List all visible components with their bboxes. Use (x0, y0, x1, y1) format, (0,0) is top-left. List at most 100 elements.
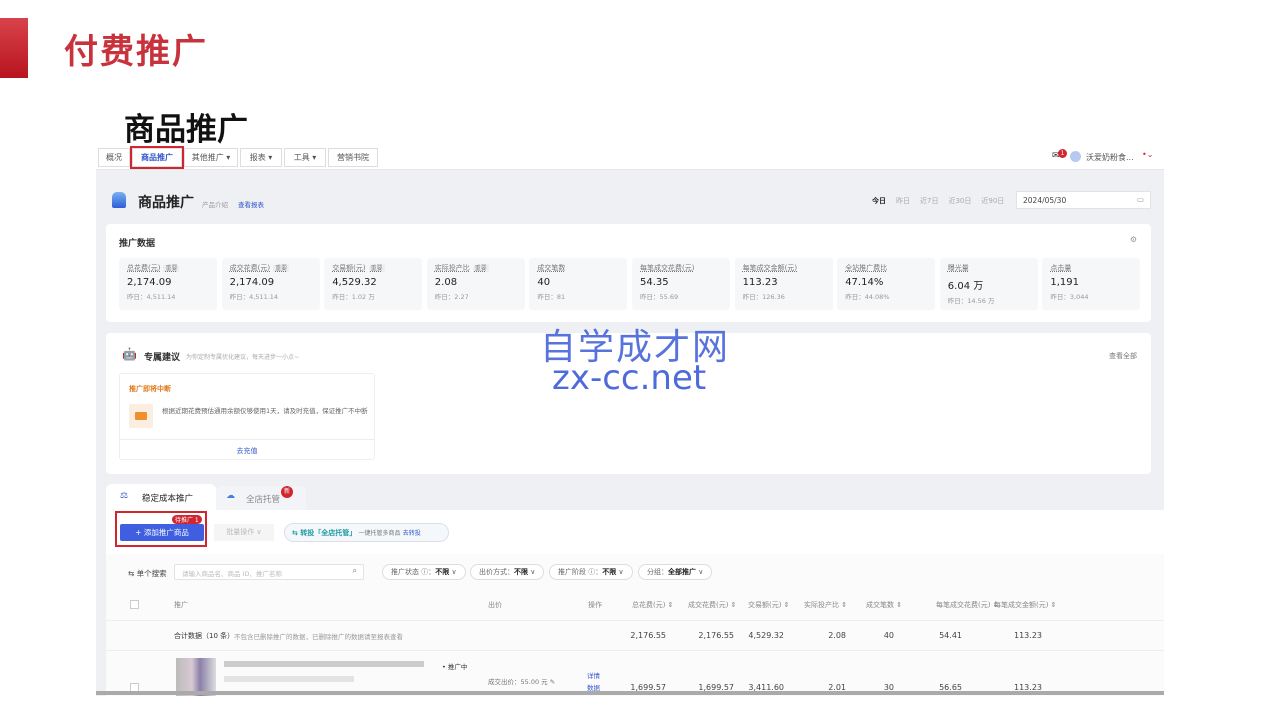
metric-card[interactable]: 每笔成交金额(元) 113.23 昨日：126.36 (734, 258, 833, 310)
metric-prev: 昨日：1.02 万 (332, 293, 375, 301)
range-today[interactable]: 今日 (872, 197, 886, 205)
metric-label: 交易额(元) 重要 (332, 264, 385, 272)
total-note: 不包含已删除推广的数据，已删除推广的数据请至报表查看 (234, 633, 403, 641)
promo-link[interactable]: 去转投 (402, 530, 421, 537)
nav-other-promo[interactable]: 其他推广 ▾ (184, 148, 238, 167)
metric-value: 1,191 (1050, 277, 1080, 288)
metric-value: 54.35 (640, 277, 669, 288)
total-cell: 40 (883, 631, 894, 640)
metric-prev: 昨日：14.56 万 (947, 297, 995, 305)
filter-status[interactable]: 推广状态 ⓘ：不限 ∨ (382, 564, 466, 580)
metric-card[interactable]: 交易额(元) 重要 4,529.32 昨日：1.02 万 (324, 258, 423, 310)
add-product-button[interactable]: + 添加推广商品 (120, 524, 204, 541)
metric-prev: 昨日：2.27 (434, 293, 469, 301)
metric-card[interactable]: 成交花费(元) 重要 2,174.09 昨日：4,511.14 (221, 258, 320, 310)
filter-stage[interactable]: 推广阶段 ⓘ：不限 ∨ (549, 564, 633, 580)
nav-product-promo[interactable]: 商品推广 (130, 146, 184, 169)
metric-value: 4,529.32 (332, 277, 377, 288)
nav-overview[interactable]: 概况 (98, 148, 130, 167)
total-cell: 2,176.55 (630, 631, 666, 640)
range-yesterday[interactable]: 昨日 (896, 197, 910, 205)
message-icon[interactable]: ✉ (1052, 151, 1060, 161)
metric-card[interactable]: 点击量 1,191 昨日：3,044 (1042, 258, 1141, 310)
search-input[interactable]: 请输入商品名、商品 ID、推广名称 ⌕ (174, 564, 364, 580)
metric-label: 点击量 (1050, 264, 1072, 272)
recharge-button[interactable]: 去充值 (120, 439, 374, 456)
metric-prev: 昨日：44.08% (845, 293, 890, 301)
metric-card[interactable]: 曝光量 6.04 万 昨日：14.56 万 (939, 258, 1038, 310)
range-30d[interactable]: 近30日 (948, 197, 972, 205)
metric-value: 2,174.09 (229, 277, 275, 288)
row-data-link[interactable]: 数据 (587, 684, 600, 692)
column-header[interactable]: 实际投产比 ⇕ (804, 601, 848, 609)
column-header[interactable]: 成交笔数 ⇕ (866, 601, 903, 609)
metric-card[interactable]: 成交笔数 40 昨日：81 (529, 258, 628, 310)
advice-subtitle: 为你定制专属优化建议，每天进步一小点~ (186, 354, 300, 361)
alert-title: 推广即将中断 (129, 385, 171, 393)
metric-prev: 昨日：81 (537, 293, 566, 301)
view-all-link[interactable]: 查看全部 (1109, 352, 1137, 360)
avatar[interactable] (1070, 151, 1081, 162)
chevron-down-icon[interactable]: •⌄ (1142, 150, 1154, 159)
column-header[interactable]: 成交花费(元) ⇕ (688, 601, 737, 609)
metric-card[interactable]: 全站推广费比 47.14% 昨日：44.08% (837, 258, 936, 310)
filter-group[interactable]: 分组：全部推广 ∨ (638, 564, 713, 580)
metric-label: 成交花费(元) 重要 (229, 264, 290, 272)
range-7d[interactable]: 近7日 (920, 197, 939, 205)
search-mode-label[interactable]: ⇆ 单个搜索 (128, 569, 167, 578)
horizontal-scrollbar[interactable] (96, 691, 1164, 695)
metric-card[interactable]: 总花费(元) 重要 2,174.09 昨日：4,511.14 (119, 258, 217, 310)
search-icon: ⌕ (352, 566, 357, 575)
metric-label: 全站推广费比 (845, 264, 888, 272)
tab-label: 全店托管 (246, 495, 281, 505)
important-tag: 重要 (368, 265, 385, 272)
metric-card[interactable]: 实际投产比 重要 2.08 昨日：2.27 (426, 258, 525, 310)
row-status: • 推广中 (442, 663, 468, 671)
view-report-link[interactable]: 查看报表 (238, 201, 264, 209)
metric-prev: 昨日：55.69 (640, 293, 679, 301)
gear-icon[interactable]: ⚙ (1129, 235, 1137, 244)
slide-title: 付费推广 (64, 32, 208, 72)
column-header[interactable]: 交易额(元) ⇕ (748, 601, 790, 609)
metric-value: 2.08 (434, 277, 458, 288)
switch-full-store-banner[interactable]: ⇆ 转投「全店托管」 一键托管多商品 去转投 (284, 523, 449, 542)
nav-reports[interactable]: 报表 ▾ (240, 148, 282, 167)
nav-tools[interactable]: 工具 ▾ (284, 148, 326, 167)
promo-text: ⇆ 转投「全店托管」 (292, 529, 357, 537)
metric-card[interactable]: 每笔成交花费(元) 54.35 昨日：55.69 (632, 258, 730, 310)
tab-stable-cost[interactable]: ⚖ 稳定成本推广 (106, 484, 216, 510)
nav-academy[interactable]: 营销书院 (328, 148, 378, 167)
column-header[interactable]: 每笔成交花费(元) ⇕ (936, 601, 999, 609)
select-all-checkbox[interactable] (130, 600, 139, 609)
watermark-title: 自学成才网 (540, 327, 731, 368)
filter-bid-type[interactable]: 出价方式：不限 ∨ (470, 564, 545, 580)
total-cell: 2,176.55 (698, 631, 734, 640)
row-detail-link[interactable]: 详情 (587, 672, 600, 680)
row-cell: 30 (883, 683, 894, 692)
column-header[interactable]: 每笔成交金额(元) ⇕ (994, 601, 1057, 609)
row-cell: 56.65 (939, 683, 962, 692)
date-range-tabs: 今日 昨日 近7日 近30日 近90日 (872, 196, 1004, 206)
range-90d[interactable]: 近90日 (981, 197, 1005, 205)
calendar-icon: ▭ (1136, 195, 1144, 204)
row-cell: 1,699.57 (630, 683, 666, 692)
metric-label: 成交笔数 (537, 264, 566, 272)
accent-bar (0, 18, 28, 78)
tab-full-store[interactable]: ☁ 全店托管 新 (216, 486, 306, 510)
column-header[interactable]: 总花费(元) ⇕ (632, 601, 674, 609)
product-name-blurred (224, 661, 424, 667)
total-cell: 2.08 (828, 631, 846, 640)
row-cell: 113.23 (1014, 683, 1042, 692)
metric-label: 每笔成交花费(元) (640, 264, 695, 272)
batch-ops-button[interactable]: 批量操作 ∨ (214, 524, 274, 541)
row-bid[interactable]: 成交出价：55.00 元 ✎ (488, 678, 556, 686)
product-intro-link[interactable]: 产品介绍 (202, 201, 228, 209)
account-name[interactable]: 沃爱奶粉食... (1086, 153, 1134, 162)
metrics-card: 推广数据 ⚙ 总花费(元) 重要 2,174.09 昨日：4,511.14 成交花… (106, 224, 1151, 322)
advice-title: 专属建议 (144, 353, 181, 363)
date-picker[interactable]: 2024/05/30 ▭ (1016, 191, 1151, 209)
total-cell: 113.23 (1014, 631, 1042, 640)
important-tag: 重要 (472, 265, 489, 272)
metric-label: 实际投产比 重要 (434, 264, 489, 272)
product-meta-blurred (224, 676, 354, 682)
